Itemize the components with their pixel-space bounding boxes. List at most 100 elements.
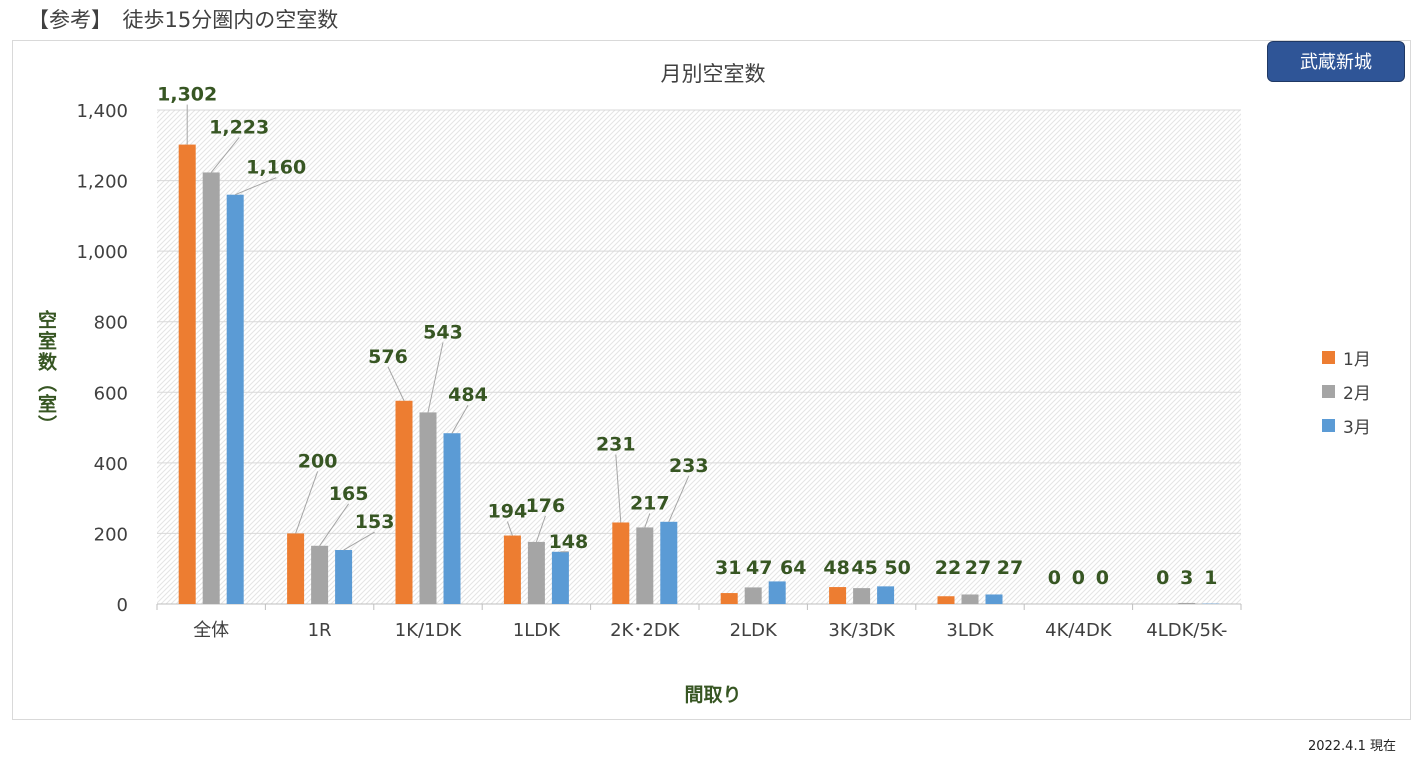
data-label: 27 [965,557,991,579]
bar [226,194,244,604]
y-tick-label: 200 [94,524,128,545]
data-label: 200 [298,450,338,472]
leader-line [535,515,546,543]
leader-line [506,521,513,536]
data-label: 27 [997,557,1023,579]
leader-line [668,475,690,522]
data-label: 1,302 [157,84,217,106]
bar [720,593,738,604]
bar [335,550,353,604]
y-tick-label: 1,000 [76,242,128,263]
x-axis-title: 間取り [684,684,742,706]
legend-label: 2月 [1343,383,1371,404]
x-tick-label: 4LDK/5K- [1146,620,1227,641]
data-label: 0 [1072,567,1085,589]
y-tick-label: 600 [94,383,128,404]
leader-line [644,513,651,528]
legend-item: 2月 [1322,374,1371,408]
leader-line [615,454,622,523]
y-tick-label: 800 [94,313,128,334]
bar [937,596,955,604]
y-tick-label: 400 [94,454,128,475]
y-axis-title: 空室数（室） [35,310,57,436]
bar [202,172,220,604]
bar [443,433,461,604]
data-label: 31 [715,557,741,579]
bar [660,521,678,604]
data-label: 217 [630,492,670,514]
x-tick-label: 1LDK [513,620,561,641]
x-tick-label: 4K/4DK [1045,620,1113,641]
legend-swatch-3 [1322,418,1335,432]
legend: 1月 2月 3月 [1322,340,1371,442]
legend-swatch-2 [1322,384,1335,398]
leader-line [235,177,277,196]
data-label: 0 [1096,567,1109,589]
data-label: 1,160 [246,157,306,179]
data-label: 48 [823,557,849,579]
legend-item: 3月 [1322,408,1371,442]
legend-label: 1月 [1343,349,1371,370]
data-label: 0 [1156,567,1169,589]
leader-line [451,404,469,434]
bar [419,412,437,604]
y-tick-label: 1,400 [76,101,128,122]
data-label: 543 [423,321,463,343]
y-tick-label: 1,200 [76,172,128,193]
x-tick-label: 3K/3DK [828,620,896,641]
leader-line [387,366,405,401]
bar [287,533,305,604]
x-tick-label: 2LDK [730,620,778,641]
data-label: 194 [488,501,528,523]
bar [1178,602,1196,604]
bar [612,522,630,604]
x-tick-label: 1K/1DK [395,620,463,641]
x-tick-label: 1R [308,620,332,641]
bar [744,587,762,604]
bar [829,587,847,604]
leader-line [319,503,350,547]
data-label: 3 [1180,567,1193,589]
bar [551,551,569,604]
data-label: 231 [596,433,636,455]
bar [636,527,654,604]
plot-area [157,110,1241,604]
legend-item: 1月 [1322,340,1371,374]
bar [311,545,329,604]
data-label: 1 [1204,567,1217,589]
data-label: 165 [329,483,369,505]
page-heading: 【参考】 徒歩15分圏内の空室数 [28,8,339,32]
location-badge[interactable]: 武蔵新城 [1267,41,1405,82]
data-label: 47 [746,557,772,579]
x-tick-label: 2K･2DK [610,620,681,641]
chart-title: 月別空室数 [660,62,766,86]
bar [961,594,979,604]
data-label: 1,223 [209,116,269,138]
data-label: 64 [780,557,806,579]
leader-line [210,137,240,173]
leader-line [343,531,375,551]
data-label: 148 [549,531,589,553]
bar [503,535,521,604]
bar [527,541,545,604]
data-label: 50 [884,557,910,579]
x-tick-label: 3LDK [946,620,994,641]
legend-swatch-1 [1322,350,1335,364]
leader-line [295,471,319,534]
as-of-date: 2022.4.1 現在 [1307,739,1396,754]
data-label: 153 [355,511,395,533]
data-label: 22 [935,557,961,579]
data-label: 0 [1048,567,1061,589]
x-tick-label: 全体 [193,620,229,641]
data-label: 484 [448,384,488,406]
legend-label: 3月 [1343,417,1371,438]
data-label: 45 [851,557,877,579]
leader-line [427,342,444,413]
bar [768,581,786,604]
data-label: 233 [669,455,709,477]
data-label: 176 [526,495,566,517]
bar [853,588,871,604]
y-tick-label: 0 [117,595,128,616]
bar [877,586,895,604]
